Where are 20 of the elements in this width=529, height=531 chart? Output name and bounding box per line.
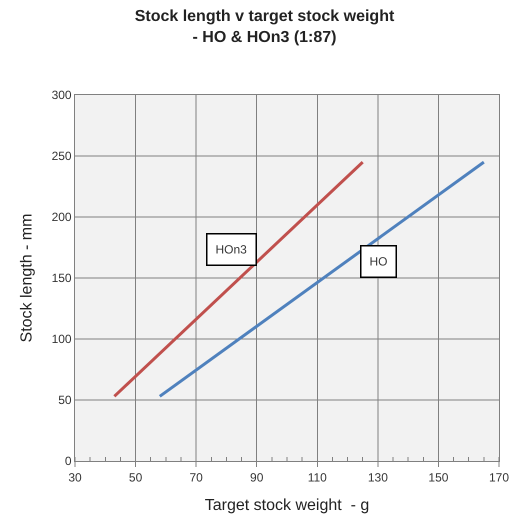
y-tick-label: 250 [52, 149, 72, 164]
chart-title: Stock length v target stock weight - HO & HOn3 (1:87) [134, 8, 395, 46]
series-label: HO [370, 254, 388, 268]
y-tick-label: 100 [52, 332, 72, 346]
x-axis-title: Target stock weight - g [204, 497, 370, 514]
x-tick-label: 70 [189, 470, 204, 484]
x-tick-label: 30 [68, 470, 82, 484]
y-tick-label: 50 [58, 393, 72, 408]
y-tick-label: 150 [52, 271, 72, 286]
x-tick-label: 170 [488, 470, 510, 484]
y-tick-label: 0 [64, 454, 72, 468]
y-tick-label: 300 [52, 88, 72, 102]
x-tick-label: 110 [308, 470, 328, 484]
x-tick-label: 50 [128, 470, 143, 484]
x-tick-label: 130 [368, 470, 388, 484]
x-tick-label: 150 [428, 470, 449, 484]
y-axis-title: Stock length - mm [18, 214, 36, 342]
x-tick-label: 90 [250, 470, 264, 484]
y-tick-label: 200 [52, 210, 72, 224]
series-label: HOn3 [216, 242, 248, 256]
